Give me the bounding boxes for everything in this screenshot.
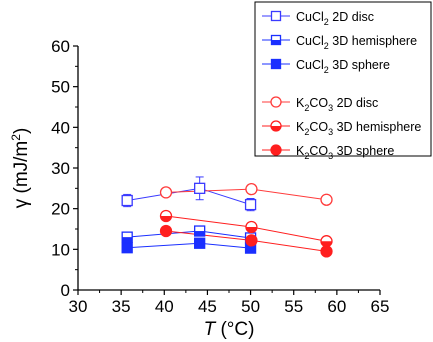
legend-item: CuCl2 3D hemisphere [262, 34, 417, 51]
legend-marker [270, 58, 282, 70]
legend-label: K2CO3 3D sphere [296, 144, 394, 161]
data-point [245, 234, 258, 247]
legend-item: CuCl2 3D sphere [262, 58, 390, 75]
legend-marker [270, 10, 282, 22]
data-point [194, 182, 206, 194]
data-point [194, 225, 206, 237]
legend-marker [270, 96, 282, 108]
x-tick-label: 55 [284, 297, 303, 316]
legend-marker [270, 144, 282, 156]
x-tick-label: 50 [241, 297, 260, 316]
legend-item: K2CO3 2D disc [262, 96, 378, 113]
legend-label: CuCl2 2D disc [296, 10, 374, 27]
y-axis-title: γ (mJ/m2) [9, 128, 32, 209]
legend-label: K2CO3 2D disc [296, 96, 378, 113]
data-point [121, 242, 133, 254]
data-point [320, 235, 333, 248]
legend-marker [270, 120, 282, 132]
x-tick-label: 65 [371, 297, 390, 316]
y-tick-label: 60 [51, 37, 70, 56]
y-tick-label: 40 [51, 118, 70, 137]
data-point [121, 194, 133, 207]
y-tick-label: 50 [51, 78, 70, 97]
legend-item: K2CO3 3D sphere [262, 144, 394, 161]
x-axis-title: T (°C) [204, 319, 255, 340]
y-tick-label: 0 [61, 281, 70, 300]
legend-label: CuCl2 3D hemisphere [296, 34, 417, 51]
data-point [159, 224, 173, 238]
legend-marker [270, 34, 282, 46]
x-tick-label: 35 [112, 297, 131, 316]
legend-label: CuCl2 3D sphere [296, 58, 390, 75]
x-tick-label: 60 [327, 297, 346, 316]
legend-item: CuCl2 2D disc [262, 10, 374, 27]
x-tick-label: 40 [155, 297, 174, 316]
data-point [159, 209, 173, 223]
series-line [127, 187, 251, 206]
y-tick-label: 30 [51, 159, 70, 178]
data-point [320, 245, 333, 258]
legend-box [254, 1, 432, 157]
series-line [127, 230, 251, 239]
legend-label: K2CO3 3D hemisphere [296, 120, 421, 137]
data-point [245, 182, 258, 196]
data-point [121, 231, 133, 243]
x-tick-label: 45 [198, 297, 217, 316]
x-tick-label: 30 [69, 297, 88, 316]
data-point [159, 186, 173, 199]
y-tick-label: 10 [51, 240, 70, 259]
legend-item: K2CO3 3D hemisphere [262, 120, 421, 137]
series-line [127, 242, 251, 249]
data-point [194, 237, 206, 249]
data-point [244, 198, 257, 211]
data-point [245, 220, 258, 234]
y-tick-label: 20 [51, 200, 70, 219]
data-point [320, 193, 333, 206]
